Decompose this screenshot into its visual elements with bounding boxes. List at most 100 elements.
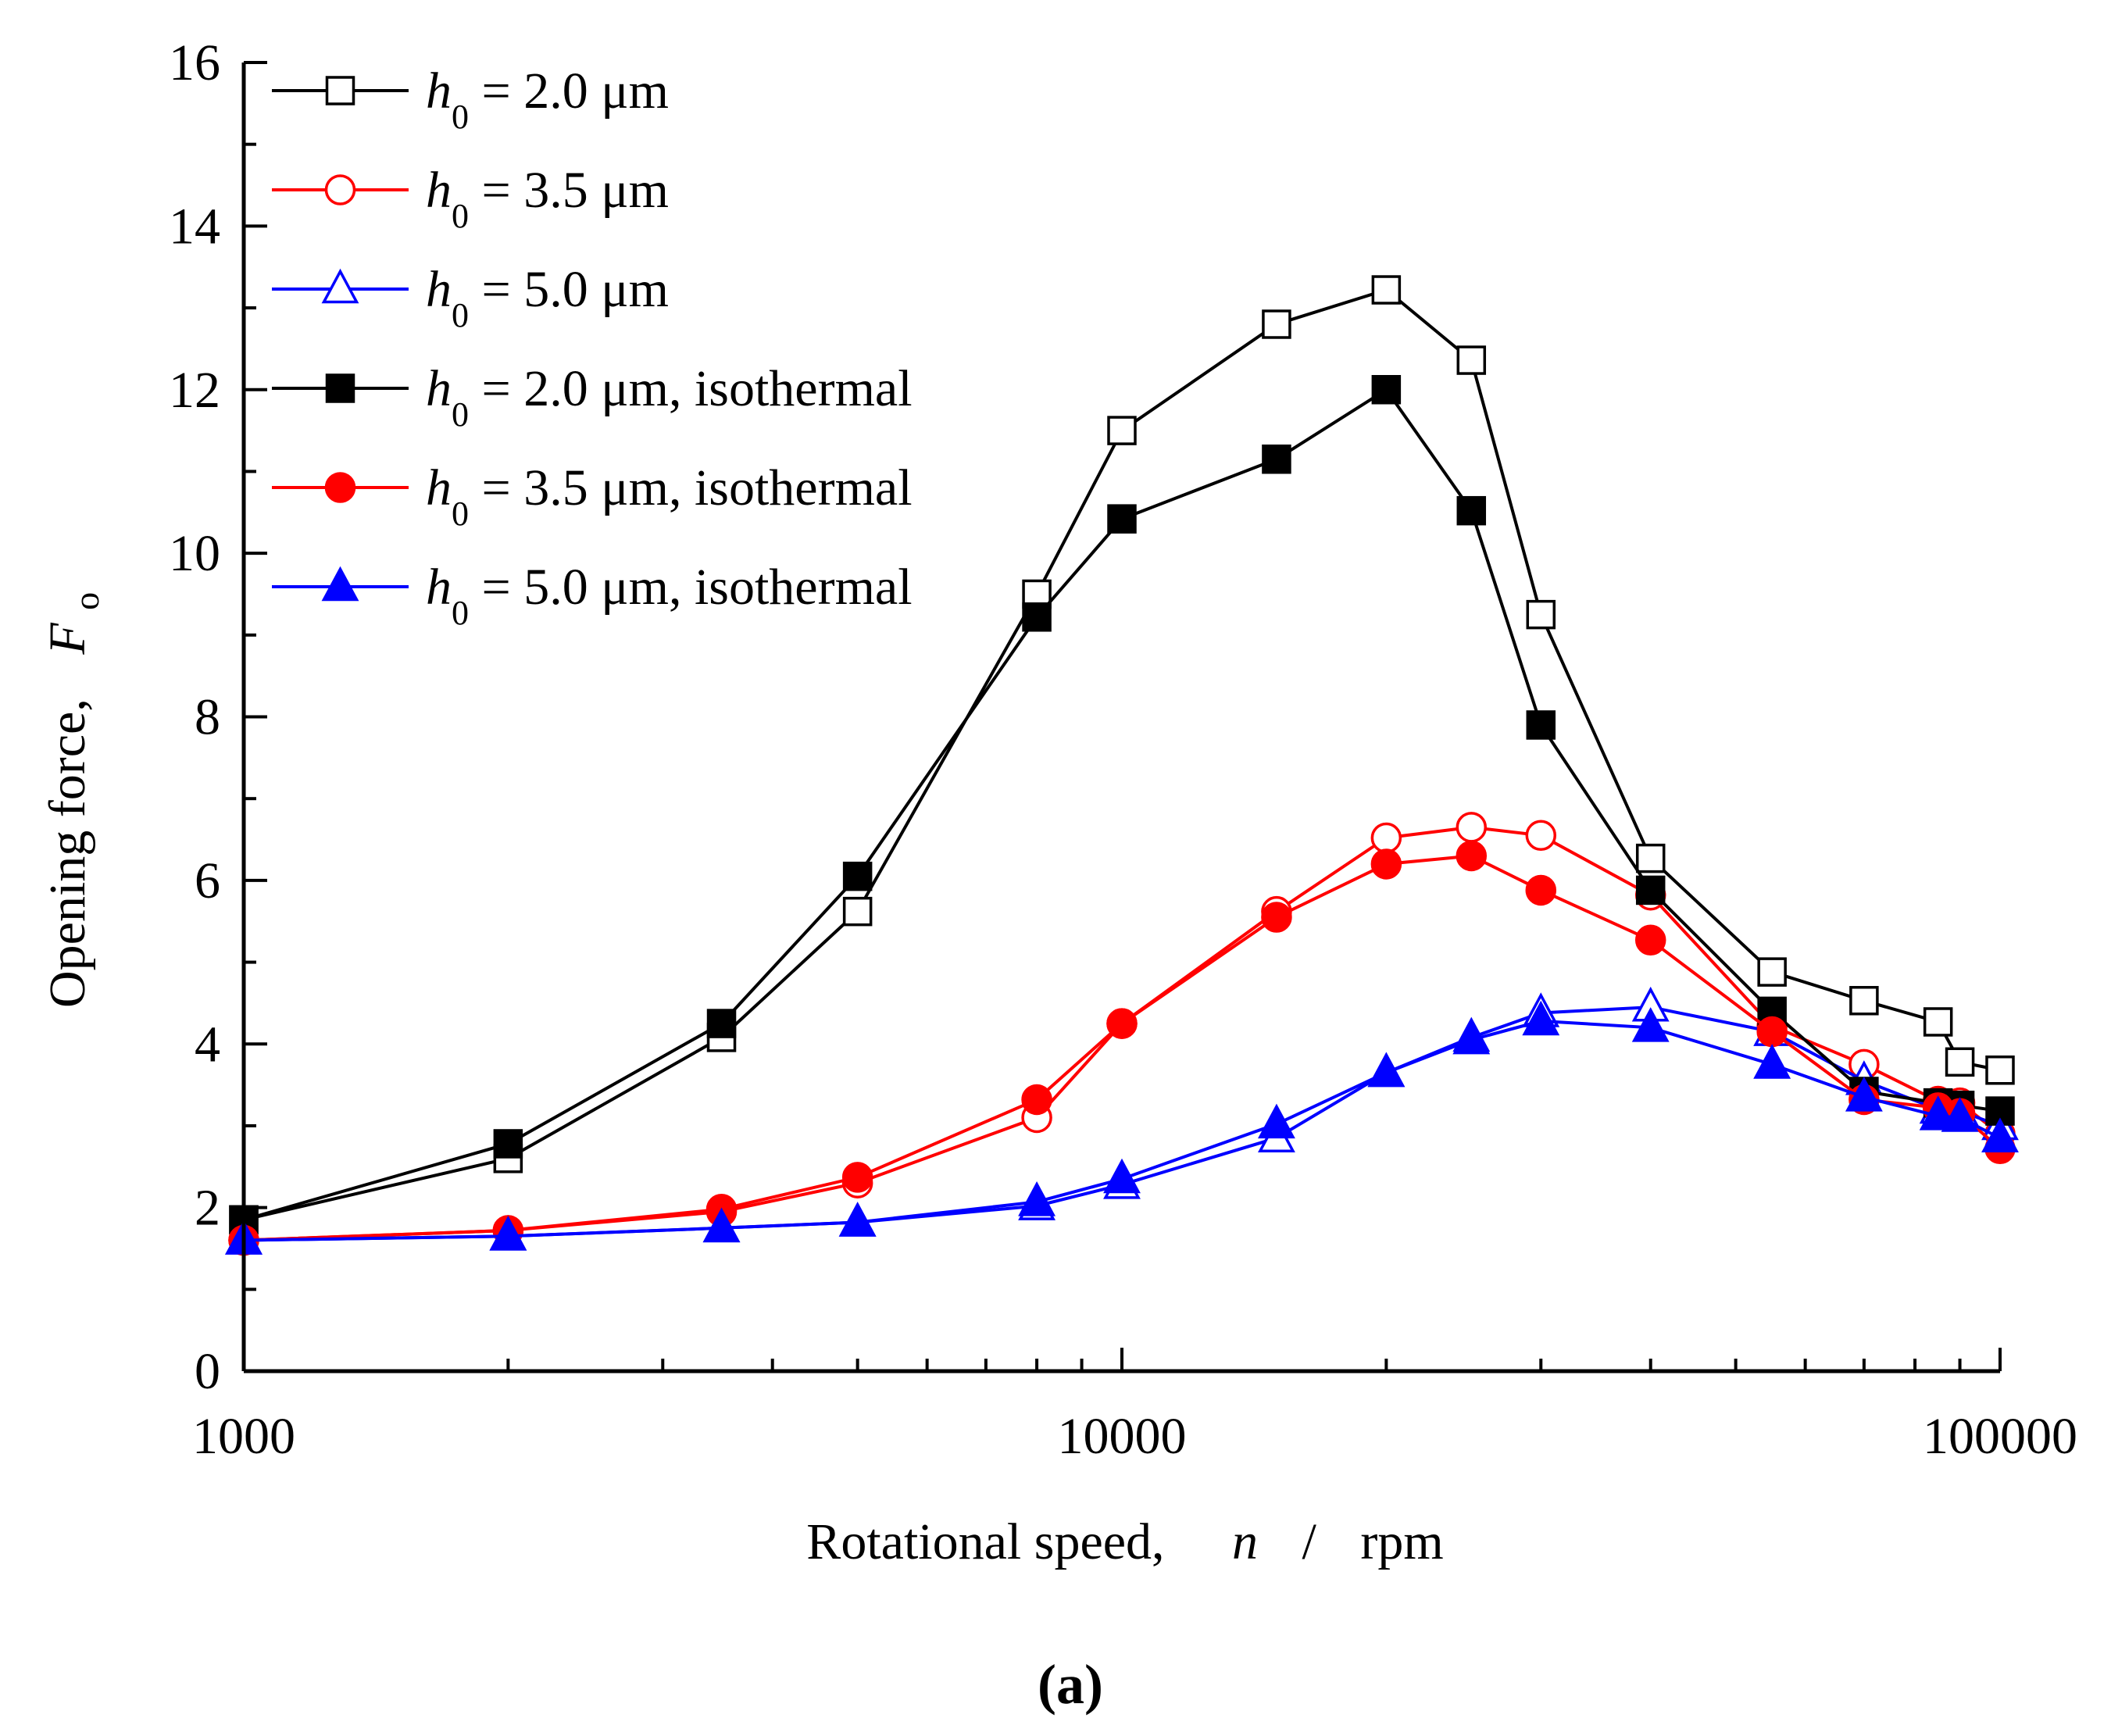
data-point: [1456, 495, 1487, 526]
legend-marker: [325, 373, 355, 403]
x-tick-label: 100000: [1923, 1408, 2077, 1465]
legend-text-rest: = 2.0 μm: [469, 63, 669, 120]
legend-symbol: h: [426, 559, 452, 616]
data-point: [1923, 1007, 1953, 1037]
data-point: [1367, 1052, 1406, 1088]
data-point: [1919, 1095, 1957, 1131]
data-point: [493, 1129, 523, 1159]
legend-label: h0 = 3.5 μm, isothermal: [426, 459, 913, 533]
data-point: [1525, 874, 1557, 906]
series-line: [243, 388, 2001, 1222]
legend-subscript: 0: [452, 296, 469, 334]
data-point: [1107, 504, 1137, 534]
data-point: [702, 1207, 741, 1243]
data-point: [1261, 902, 1292, 933]
legend-text-rest: = 3.5 μm: [469, 162, 669, 219]
legend-text-rest: = 2.0 μm, isothermal: [469, 360, 913, 417]
data-point: [1370, 848, 1402, 880]
x-axis-title-var: n: [1232, 1513, 1258, 1570]
x-axis-title-text: Rotational speed,: [806, 1513, 1164, 1570]
y-axis-title-text: Opening force,: [39, 698, 96, 1008]
data-point: [1262, 444, 1291, 474]
data-point: [1526, 599, 1556, 630]
legend-entry-5: h0 = 3.5 μm, isothermal: [272, 459, 913, 533]
data-point: [1757, 957, 1787, 987]
legend-marker: [321, 268, 359, 304]
data-point: [1456, 345, 1487, 375]
legend-label: h0 = 5.0 μm: [426, 261, 669, 334]
data-point: [1371, 275, 1402, 305]
legend-symbol: h: [426, 261, 452, 318]
data-point: [1106, 1008, 1138, 1039]
data-point: [1525, 820, 1557, 852]
series-layer: [225, 275, 2019, 1256]
legend-entry-6: h0 = 5.0 μm, isothermal: [272, 559, 913, 632]
y-axis-title: Opening force, F o: [39, 592, 106, 1008]
data-point: [1456, 812, 1488, 843]
data-point: [1103, 1158, 1141, 1194]
data-point: [1370, 822, 1402, 854]
data-point: [489, 1216, 527, 1251]
y-tick-label: 8: [195, 689, 220, 746]
legend-symbol: h: [426, 63, 452, 120]
data-point: [1753, 1044, 1791, 1079]
x-axis-title: Rotational speed, n / rpm: [806, 1513, 1443, 1570]
legend-marker: [321, 566, 359, 602]
legend-label: h0 = 3.5 μm: [426, 162, 669, 235]
data-point: [1522, 1000, 1560, 1036]
y-tick-label: 2: [195, 1180, 220, 1237]
data-point: [1756, 1016, 1788, 1048]
series-line: [243, 288, 2001, 1222]
legend-symbol: h: [426, 360, 452, 417]
data-point: [1107, 416, 1137, 445]
x-axis-title-unit: rpm: [1360, 1513, 1443, 1570]
data-point: [1945, 1047, 1975, 1077]
legend-entry-4: h0 = 2.0 μm, isothermal: [272, 360, 913, 434]
data-point: [1845, 1077, 1883, 1112]
legend-text-rest: = 3.5 μm, isothermal: [469, 459, 913, 516]
y-tick-label: 4: [195, 1016, 220, 1073]
data-point: [1634, 924, 1666, 956]
legend-text-rest: = 5.0 μm: [469, 261, 669, 318]
y-tick-label: 0: [195, 1343, 220, 1400]
data-point: [1258, 1103, 1295, 1139]
legend-subscript: 0: [452, 495, 469, 533]
x-axis-title-sep: /: [1302, 1513, 1317, 1570]
legend-entry-2: h0 = 3.5 μm: [272, 162, 669, 235]
data-point: [1635, 843, 1666, 873]
y-tick-label: 12: [169, 362, 220, 419]
data-point: [1635, 875, 1666, 906]
panel-label: (a): [1038, 1653, 1103, 1716]
data-point: [1021, 1084, 1052, 1116]
legend-subscript: 0: [452, 197, 469, 235]
data-point: [842, 896, 873, 927]
data-point: [1456, 840, 1488, 872]
x-tick-label: 10000: [1058, 1408, 1187, 1465]
y-axis-title-var: F: [39, 623, 96, 655]
data-point: [1985, 1056, 2015, 1085]
data-point: [1452, 1019, 1491, 1055]
y-tick-label: 6: [195, 852, 220, 909]
legend-label: h0 = 2.0 μm, isothermal: [426, 360, 913, 434]
legend-symbol: h: [426, 459, 452, 516]
legend-marker: [325, 76, 355, 105]
y-tick-label: 10: [169, 525, 220, 582]
data-point: [1262, 309, 1291, 339]
legend-marker: [324, 472, 356, 503]
y-ticks-layer: 0 2 4 6 8 10 12 14 16: [169, 34, 267, 1400]
series-line: [243, 1019, 2001, 1242]
data-point: [706, 1009, 737, 1038]
data-point: [1849, 986, 1879, 1016]
data-point: [841, 1162, 873, 1193]
y-tick-label: 16: [169, 34, 220, 91]
data-point: [1941, 1097, 1979, 1132]
series-6: [225, 1000, 2019, 1255]
legend-symbol: h: [426, 162, 452, 219]
legend-subscript: 0: [452, 594, 469, 632]
data-point: [1631, 1007, 1670, 1042]
data-point: [1981, 1117, 2019, 1152]
data-point: [1022, 602, 1052, 632]
data-point: [838, 1202, 877, 1237]
